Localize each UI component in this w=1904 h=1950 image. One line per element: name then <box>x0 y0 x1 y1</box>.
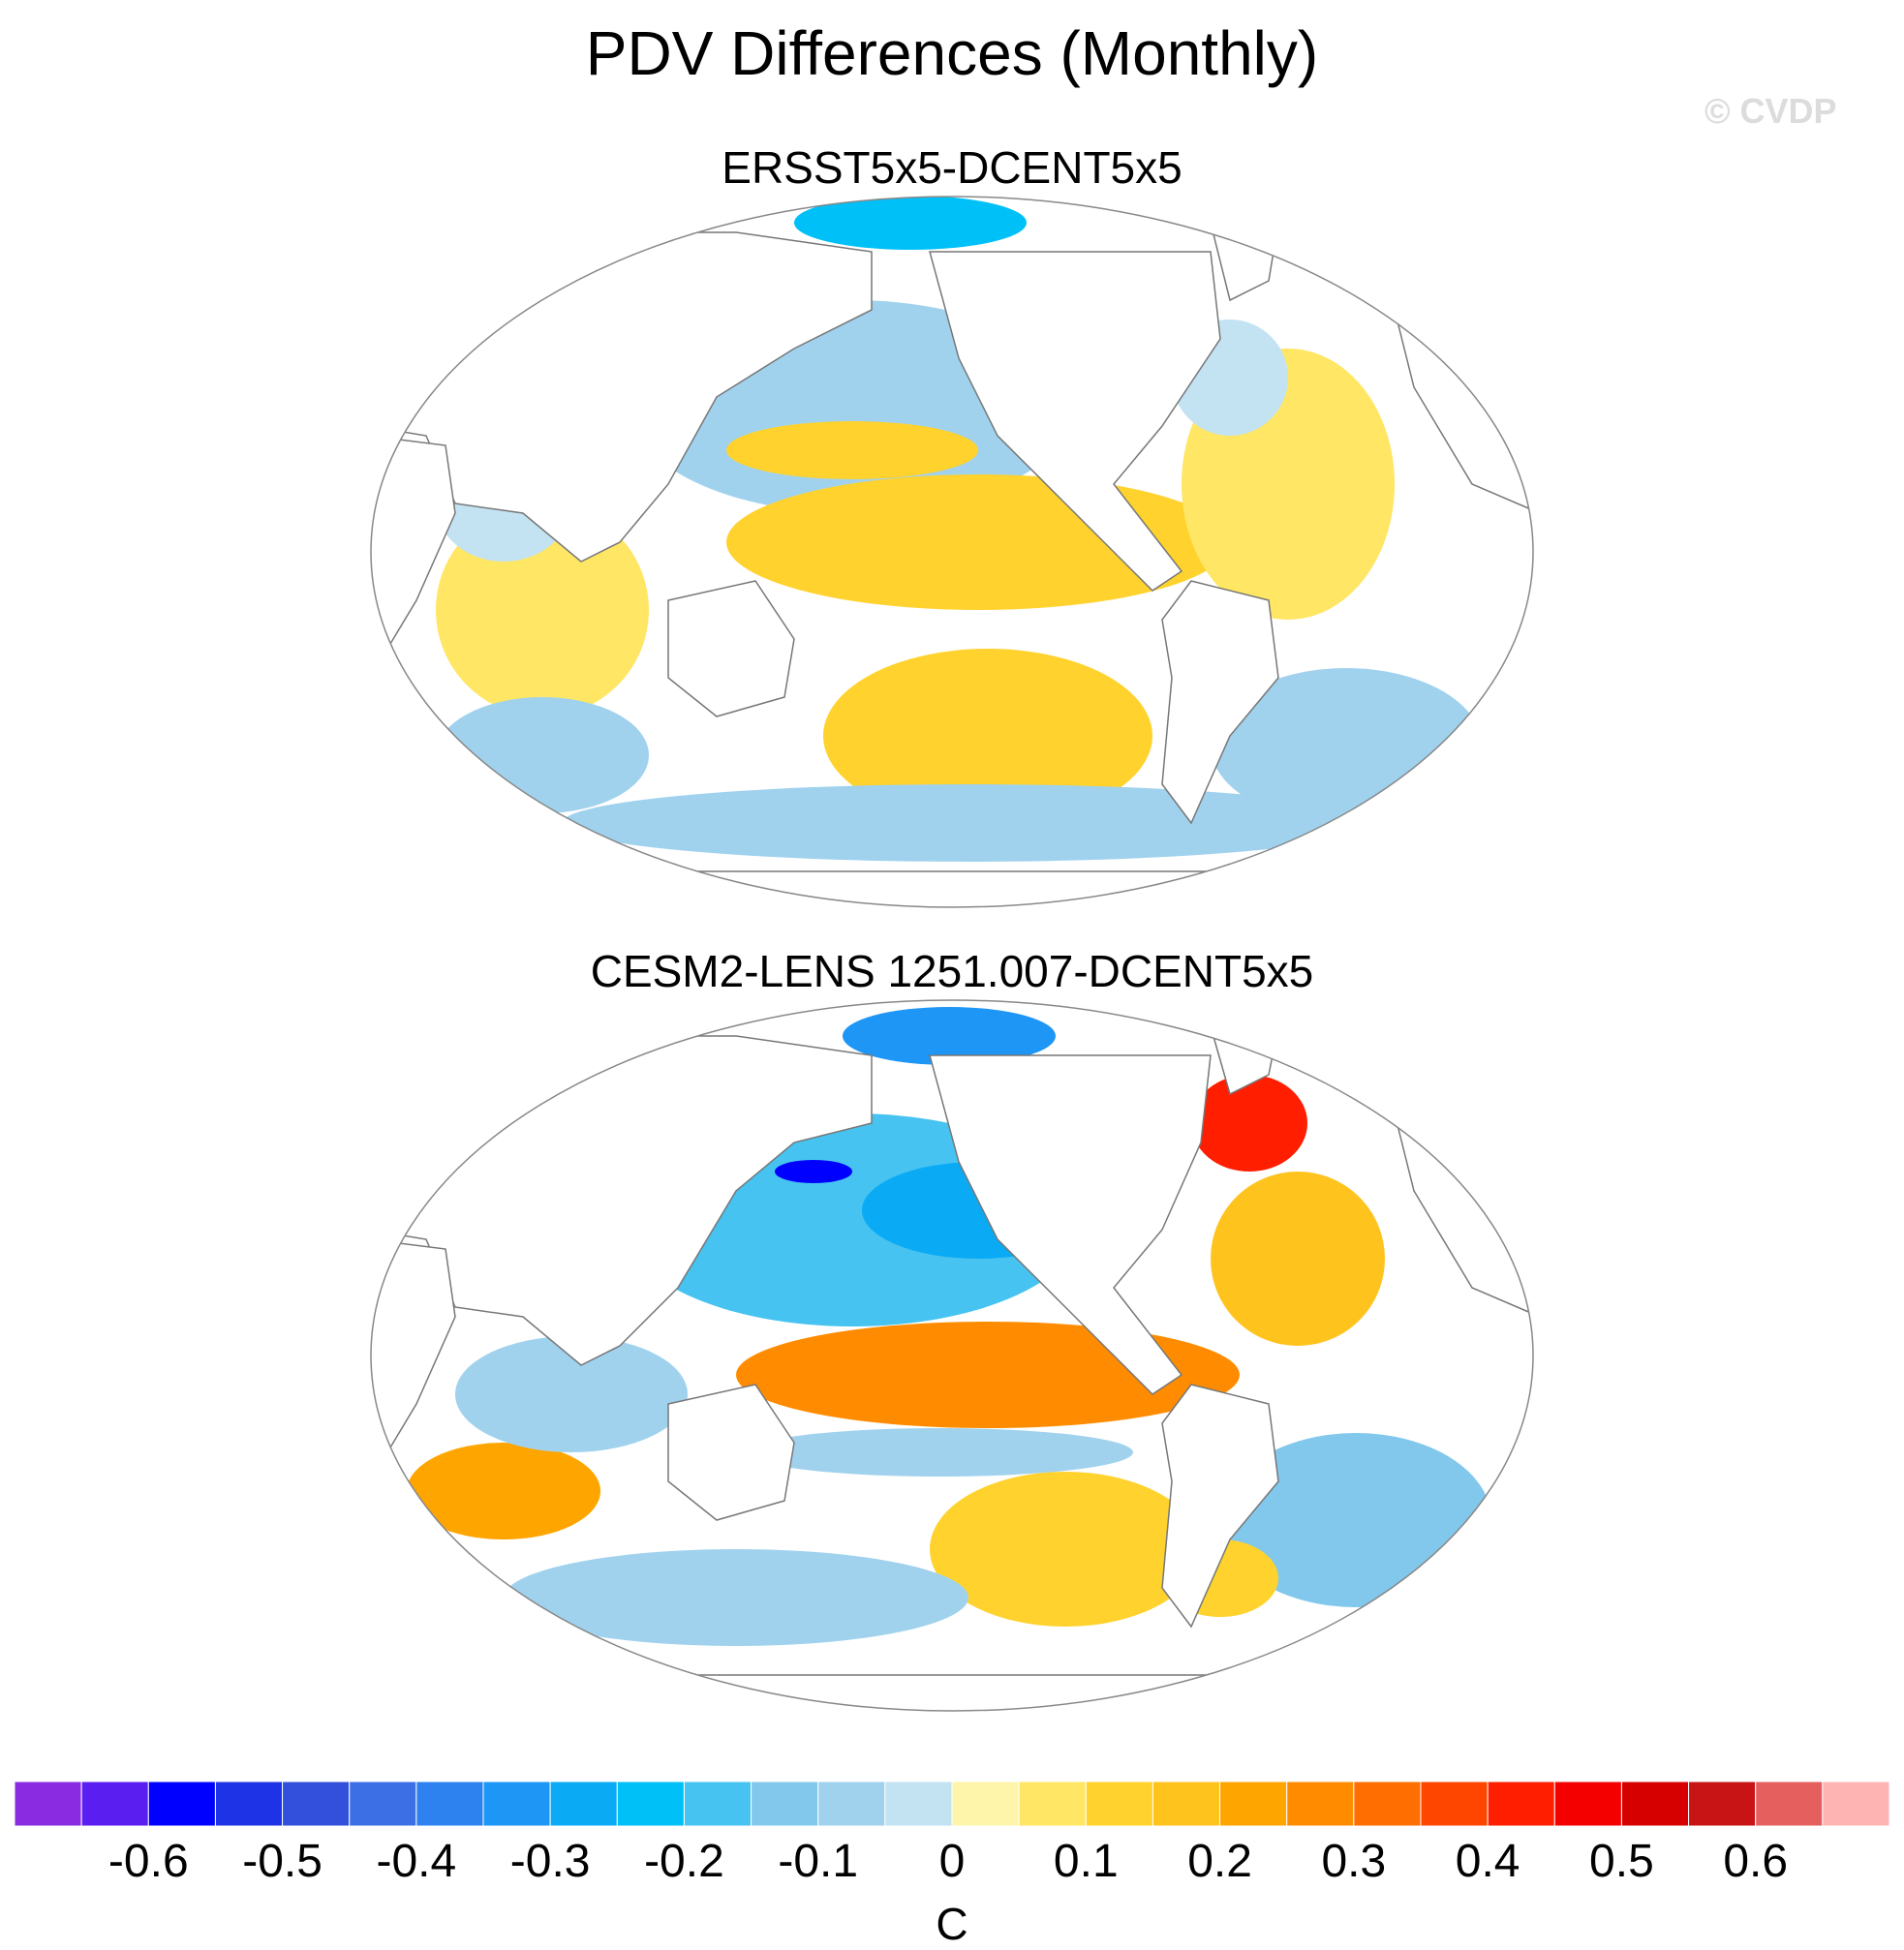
colorbar-box <box>1353 1781 1422 1827</box>
colorbar-tick-label: -0.3 <box>509 1836 591 1887</box>
land-africa <box>371 435 456 650</box>
colorbar-box <box>817 1781 886 1827</box>
panel-1-map <box>370 196 1534 908</box>
colorbar <box>14 1781 1890 1827</box>
colorbar-box <box>14 1781 82 1827</box>
colorbar-box <box>884 1781 953 1827</box>
colorbar-box <box>214 1781 284 1827</box>
colorbar-tick-label: 0.3 <box>1321 1836 1387 1887</box>
colorbar-box <box>1822 1781 1890 1827</box>
colorbar-units-label: C <box>936 1899 968 1949</box>
panel-2-map <box>370 999 1534 1712</box>
colorbar-box <box>482 1781 551 1827</box>
panel-1-frame <box>370 196 1534 908</box>
region-southern-ocean-cool <box>504 1549 968 1646</box>
region-indian-ocean-cool <box>455 1336 688 1452</box>
colorbar-box <box>1620 1781 1690 1827</box>
panel-1-title: ERSST5x5-DCENT5x5 <box>722 142 1182 193</box>
colorbar-box <box>616 1781 685 1827</box>
colorbar-box <box>683 1781 752 1827</box>
region-central-pacific-warm <box>726 421 978 479</box>
copyright-label: © CVDP <box>1704 91 1837 131</box>
colorbar-tick-label: -0.1 <box>778 1836 859 1887</box>
region-bering-arctic-cool <box>794 197 1027 250</box>
colorbar-box <box>1420 1781 1489 1827</box>
colorbar-box <box>415 1781 484 1827</box>
panel-2-title: CESM2-LENS 1251.007-DCENT5x5 <box>590 946 1314 996</box>
colorbar-tick-label: -0.6 <box>107 1836 189 1887</box>
colorbar-box <box>951 1781 1020 1827</box>
land-south-america <box>1161 1384 1279 1629</box>
colorbar-box <box>147 1781 216 1827</box>
land-north-america <box>929 1054 1212 1395</box>
colorbar-box <box>1487 1781 1555 1827</box>
land-antarctica <box>371 1674 1533 1711</box>
colorbar-box <box>1755 1781 1824 1827</box>
colorbar-box <box>1688 1781 1757 1827</box>
colorbar-box <box>1553 1781 1622 1827</box>
colorbar-box <box>751 1781 819 1827</box>
region-southern-ocean-cool <box>562 784 1375 862</box>
colorbar-tick-label: -0.4 <box>376 1836 457 1887</box>
land-australia <box>667 580 795 717</box>
colorbar-box <box>1018 1781 1087 1827</box>
region-bering-arctic-cool <box>843 1007 1056 1065</box>
region-kuroshio-strong-cool <box>775 1160 852 1183</box>
colorbar-tick-label: 0.2 <box>1187 1836 1252 1887</box>
chart-title: PDV Differences (Monthly) <box>585 18 1319 88</box>
colorbar-tick-label: -0.2 <box>644 1836 724 1887</box>
region-south-pacific-warm <box>930 1472 1201 1627</box>
colorbar-box <box>1219 1781 1288 1827</box>
land-antarctica <box>371 870 1533 907</box>
region-south-pacific-cool-band <box>746 1428 1133 1477</box>
region-south-indian-cool <box>436 697 649 813</box>
region-west-australia-warm <box>407 1443 600 1539</box>
colorbar-box <box>349 1781 417 1827</box>
region-south-pacific-warm <box>823 649 1152 823</box>
panel-2-frame <box>370 999 1534 1712</box>
colorbar-tick-label: 0 <box>938 1836 966 1887</box>
colorbar-box <box>282 1781 351 1827</box>
land-north-america <box>929 251 1221 592</box>
colorbar-tick-label: 0.1 <box>1053 1836 1119 1887</box>
colorbar-tick-label: -0.5 <box>242 1836 322 1887</box>
colorbar-box <box>1286 1781 1355 1827</box>
colorbar-box <box>1152 1781 1221 1827</box>
colorbar-tick-label: 0.4 <box>1455 1836 1520 1887</box>
land-south-america <box>1161 580 1279 825</box>
region-north-atlantic-warm <box>1211 1172 1385 1346</box>
land-africa <box>371 1238 456 1453</box>
colorbar-box <box>1085 1781 1153 1827</box>
region-labrador-warm <box>1191 1075 1307 1172</box>
colorbar-tick-label: 0.6 <box>1723 1836 1789 1887</box>
land-australia <box>667 1384 795 1521</box>
colorbar-box <box>80 1781 149 1827</box>
colorbar-box <box>549 1781 618 1827</box>
colorbar-tick-label: 0.5 <box>1589 1836 1654 1887</box>
